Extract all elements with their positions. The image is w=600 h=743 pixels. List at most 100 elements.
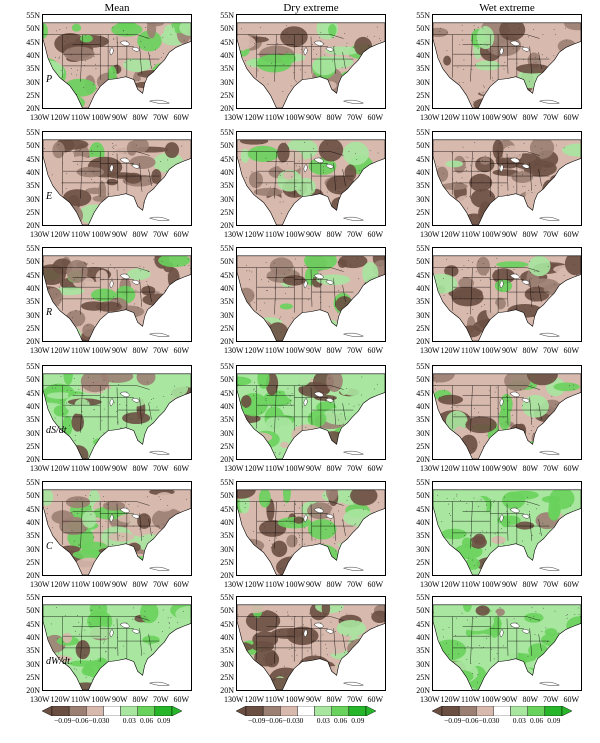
lat-label: 25N xyxy=(416,323,430,333)
row-label: R xyxy=(46,307,53,318)
map-plot xyxy=(43,604,191,690)
lon-label: 110W xyxy=(461,113,481,122)
map-frame xyxy=(42,131,192,226)
lon-label: 120W xyxy=(440,580,461,589)
colorbar-tick-label: 0.03 xyxy=(122,716,136,725)
lat-label: 35N xyxy=(26,297,40,307)
lat-label: 25N xyxy=(220,441,234,451)
map-panel: 55N 50N 45N 40N 35N 30N 25N 20N 130W 120W 110W 100W… xyxy=(26,363,192,475)
lon-label: 100W xyxy=(481,346,502,355)
lat-label: 55N xyxy=(26,362,40,371)
lat-label: 45N xyxy=(220,37,234,47)
colorbar-tick-label: −0.09 xyxy=(54,716,72,725)
lon-label: 90W xyxy=(112,230,128,239)
lon-label: 110W xyxy=(71,580,91,589)
lat-label: 45N xyxy=(416,37,430,47)
lat-label: 50N xyxy=(416,257,430,267)
lon-label: 70W xyxy=(543,346,559,355)
lon-label: 100W xyxy=(285,230,306,239)
map-panel: 55N 50N 45N 40N 35N 30N 25N 20N 130W 120W 110W 100W… xyxy=(26,245,192,357)
lat-label: 50N xyxy=(416,141,430,151)
lat-label: 40N xyxy=(26,283,40,293)
lat-label: 45N xyxy=(26,154,40,164)
lat-label: 35N xyxy=(416,181,430,191)
lon-label: 130W xyxy=(420,464,440,473)
lat-label: 20N xyxy=(26,455,40,465)
map-panel: 55N 50N 45N 40N 35N 30N 25N 20N 130W 120W 110W 100W… xyxy=(220,129,386,241)
lon-label: 110W xyxy=(71,695,91,704)
lat-label: 55N xyxy=(416,478,430,487)
map-panel: 55N 50N 45N 40N 35N 30N 25N 20N 130W 120W 110W 100W… xyxy=(26,12,192,124)
lon-label: 100W xyxy=(481,230,502,239)
lat-label: 50N xyxy=(220,141,234,151)
lat-label: 50N xyxy=(416,375,430,385)
lat-label: 30N xyxy=(416,77,430,87)
lon-label: 80W xyxy=(522,113,539,122)
map-plot xyxy=(433,373,581,459)
lat-label: 25N xyxy=(416,90,430,100)
map-plot xyxy=(433,255,581,341)
lat-label: 35N xyxy=(220,415,234,425)
lat-label: 30N xyxy=(220,659,234,669)
lat-label: 45N xyxy=(416,504,430,514)
lat-label: 30N xyxy=(416,194,430,204)
lon-label: 60W xyxy=(173,113,190,122)
map-frame xyxy=(432,247,582,342)
lon-label: 110W xyxy=(461,346,481,355)
lon-label: 80W xyxy=(132,580,149,589)
lat-label: 50N xyxy=(416,606,430,616)
map-panel: 55N 50N 45N 40N 35N 30N 25N 20N 130W 120W 110W 100W… xyxy=(416,479,582,591)
lat-label: 30N xyxy=(416,544,430,554)
map-frame xyxy=(42,481,192,576)
lon-label: 100W xyxy=(285,464,306,473)
lat-label: 30N xyxy=(220,77,234,87)
lon-label: 120W xyxy=(50,580,71,589)
lat-label: 50N xyxy=(220,24,234,34)
lat-label: 25N xyxy=(26,207,40,217)
lat-label: 55N xyxy=(220,244,234,253)
lon-label: 70W xyxy=(347,113,363,122)
lat-label: 45N xyxy=(220,504,234,514)
lat-label: 50N xyxy=(416,24,430,34)
lon-label: 90W xyxy=(112,464,128,473)
lat-label: 45N xyxy=(26,619,40,629)
map-plot xyxy=(237,22,385,108)
lon-label: 80W xyxy=(132,113,149,122)
lon-label: 110W xyxy=(265,113,285,122)
lon-label: 60W xyxy=(563,695,580,704)
colorbar: −0.09 −0.06 −0.03 0 0.03 0.06 0.09 xyxy=(226,703,386,738)
lat-label: 30N xyxy=(26,194,40,204)
lon-label: 100W xyxy=(481,580,502,589)
lat-label: 45N xyxy=(416,619,430,629)
map-frame xyxy=(236,481,386,576)
map-frame xyxy=(236,131,386,226)
lon-label: 70W xyxy=(543,113,559,122)
lat-label: 25N xyxy=(220,323,234,333)
map-frame xyxy=(42,596,192,691)
lon-label: 80W xyxy=(132,464,149,473)
map-plot xyxy=(237,489,385,575)
lat-label: 20N xyxy=(416,686,430,696)
lon-label: 130W xyxy=(30,346,50,355)
lat-label: 20N xyxy=(220,686,234,696)
lon-label: 120W xyxy=(244,580,265,589)
lon-label: 70W xyxy=(543,580,559,589)
lat-label: 40N xyxy=(220,167,234,177)
lon-label: 100W xyxy=(481,113,502,122)
lat-label: 20N xyxy=(26,686,40,696)
lat-label: 35N xyxy=(26,646,40,656)
lat-label: 30N xyxy=(416,428,430,438)
lat-label: 35N xyxy=(220,297,234,307)
map-panel: 55N 50N 45N 40N 35N 30N 25N 20N 130W 120W 110W 100W… xyxy=(416,12,582,124)
colorbar-tick-label: 0.03 xyxy=(512,716,526,725)
lon-label: 90W xyxy=(306,695,322,704)
lat-label: 20N xyxy=(220,221,234,231)
lat-label: 30N xyxy=(26,659,40,669)
lon-label: 80W xyxy=(132,346,149,355)
lat-label: 45N xyxy=(416,154,430,164)
lon-label: 100W xyxy=(91,230,112,239)
map-plot xyxy=(43,255,191,341)
lat-label: 55N xyxy=(220,362,234,371)
lat-label: 45N xyxy=(220,270,234,280)
lon-label: 70W xyxy=(543,695,559,704)
